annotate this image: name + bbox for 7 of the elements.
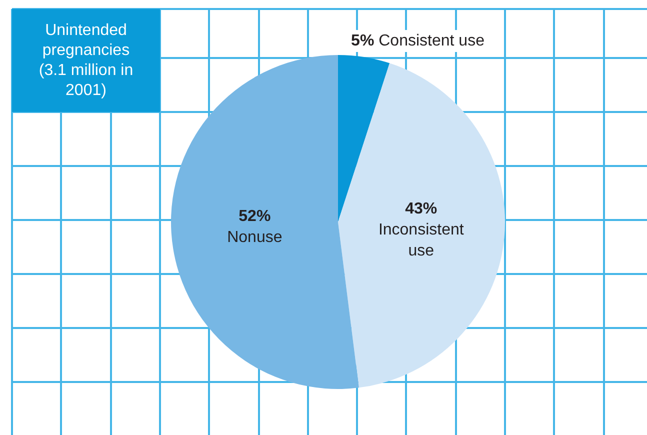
slice-label: Nonuse xyxy=(227,229,282,246)
text: Unintended pregnancies (3.1 million in 2001) xyxy=(12,9,160,112)
data-label: 52% xyxy=(238,208,271,226)
data-label: 43% xyxy=(405,200,438,218)
slice-label: Consistent use xyxy=(378,32,485,50)
slice-label: Inconsistent use xyxy=(378,221,464,260)
data-label: 5% xyxy=(351,32,374,50)
